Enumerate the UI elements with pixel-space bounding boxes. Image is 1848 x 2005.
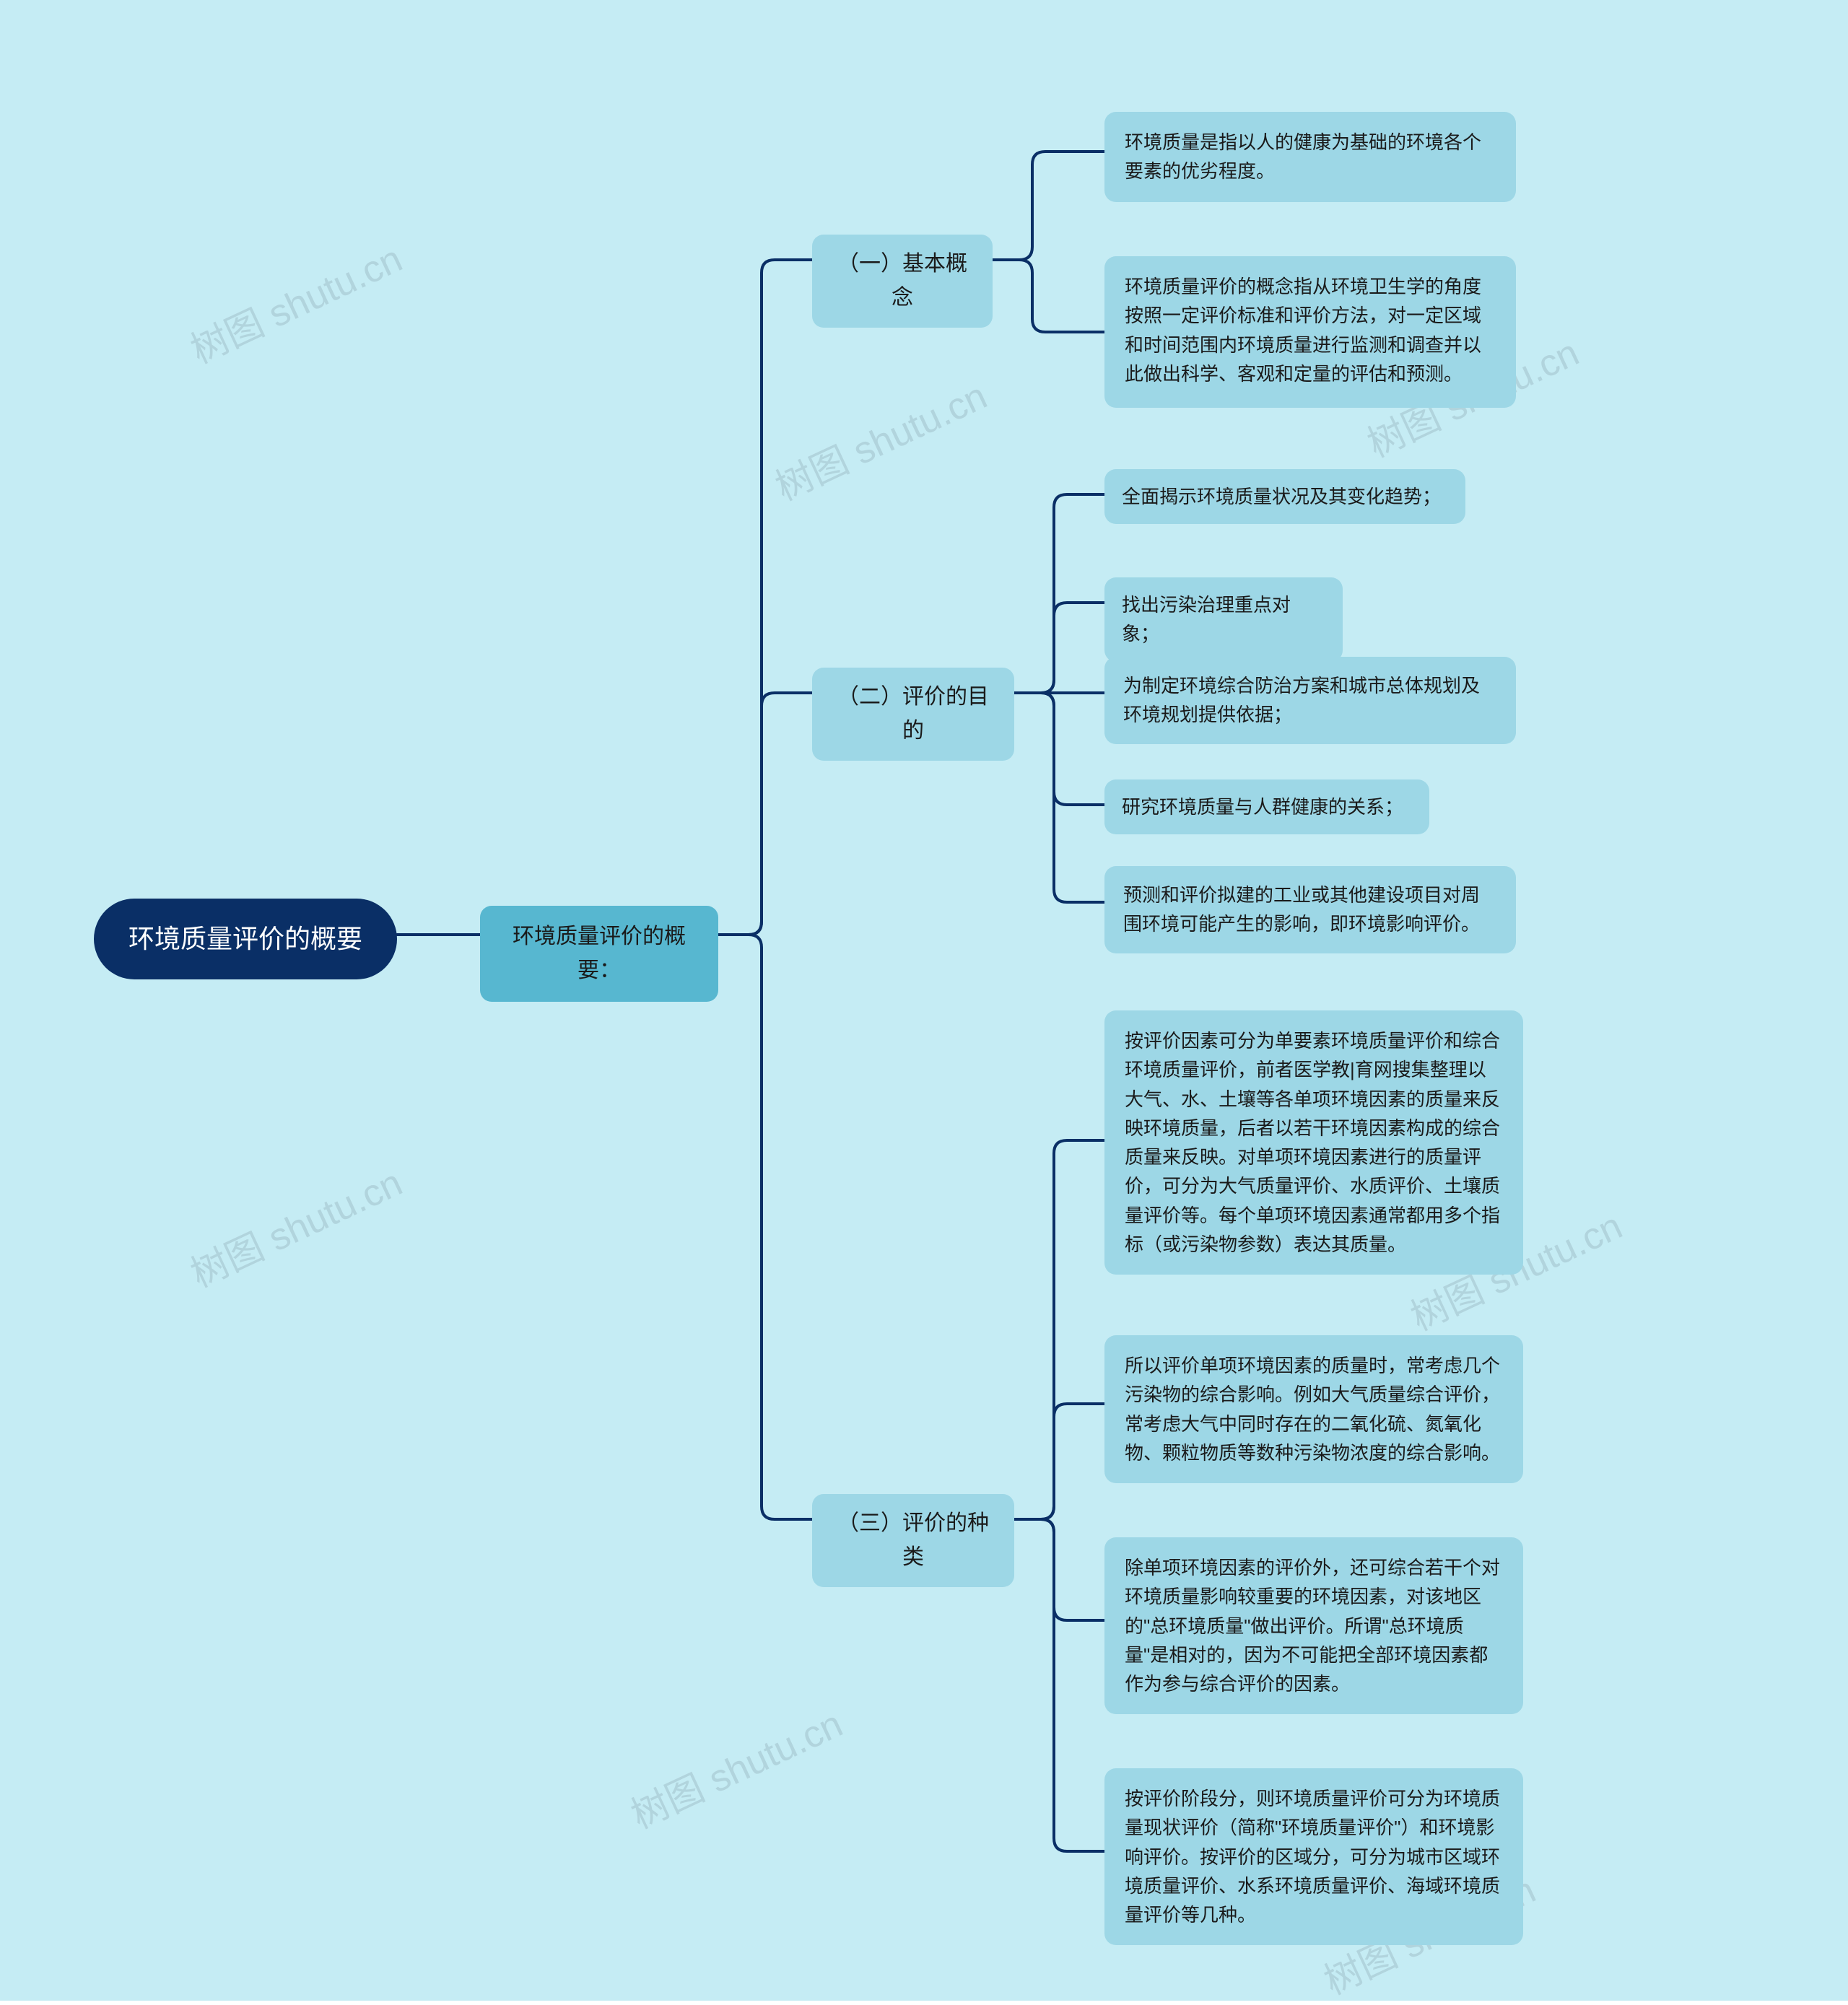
leaf-node-b2-2[interactable]: 为制定环境综合防治方案和城市总体规划及环境规划提供依据； [1104,657,1516,744]
level1-node-text: 环境质量评价的概要： [499,920,699,987]
leaf-node-b1-1-text: 环境质量评价的概念指从环境卫生学的角度按照一定评价标准和评价方法，对一定区域和时… [1125,272,1496,388]
leaf-node-b1-0-text: 环境质量是指以人的健康为基础的环境各个要素的优劣程度。 [1125,128,1496,186]
branch-node-b1-text: （一）基本概念 [829,248,975,315]
leaf-node-b2-4-text: 预测和评价拟建的工业或其他建设项目对周围环境可能产生的影响，即环境影响评价。 [1123,881,1497,939]
leaf-node-b2-3-text: 研究环境质量与人群健康的关系； [1122,792,1412,821]
leaf-node-b2-1-text: 找出污染治理重点对象； [1122,590,1325,649]
leaf-node-b2-4[interactable]: 预测和评价拟建的工业或其他建设项目对周围环境可能产生的影响，即环境影响评价。 [1104,866,1516,953]
root-node[interactable]: 环境质量评价的概要 [94,899,397,979]
branch-node-b2-text: （二）评价的目的 [829,681,997,748]
leaf-node-b2-0[interactable]: 全面揭示环境质量状况及其变化趋势； [1104,469,1465,524]
watermark-text: 树图 shutu.cn [770,375,993,510]
branch-node-b3[interactable]: （三）评价的种类 [812,1494,1014,1587]
watermark: 树图 shutu.cn [621,1694,850,1839]
level1-node[interactable]: 环境质量评价的概要： [480,906,718,1002]
leaf-node-b3-2[interactable]: 除单项环境因素的评价外，还可综合若干个对环境质量影响较重要的环境因素，对该地区的… [1104,1537,1523,1714]
leaf-node-b3-1-text: 所以评价单项环境因素的质量时，常考虑几个污染物的综合影响。例如大气质量综合评价，… [1125,1351,1503,1467]
leaf-node-b3-3-text: 按评价阶段分，则环境质量评价可分为环境质量现状评价（简称"环境质量评价"）和环境… [1125,1784,1503,1929]
leaf-node-b3-1[interactable]: 所以评价单项环境因素的质量时，常考虑几个污染物的综合影响。例如大气质量综合评价，… [1104,1335,1523,1483]
watermark-text: 树图 shutu.cn [185,238,409,372]
watermark: 树图 shutu.cn [180,229,409,374]
watermark-text: 树图 shutu.cn [625,1703,849,1838]
leaf-node-b2-3[interactable]: 研究环境质量与人群健康的关系； [1104,779,1429,834]
watermark-text: 树图 shutu.cn [185,1162,409,1296]
branch-node-b3-text: （三）评价的种类 [829,1507,997,1574]
branch-node-b1[interactable]: （一）基本概念 [812,235,993,328]
mindmap-canvas: 树图 shutu.cn 树图 shutu.cn 树图 shutu.cn 树图 shut… [0,0,1848,2001]
root-node-text: 环境质量评价的概要 [128,919,362,959]
leaf-node-b3-2-text: 除单项环境因素的评价外，还可综合若干个对环境质量影响较重要的环境因素，对该地区的… [1125,1553,1503,1698]
leaf-node-b2-1[interactable]: 找出污染治理重点对象； [1104,577,1343,662]
watermark: 树图 shutu.cn [180,1153,409,1298]
leaf-node-b1-0[interactable]: 环境质量是指以人的健康为基础的环境各个要素的优劣程度。 [1104,112,1516,202]
watermark: 树图 shutu.cn [765,366,994,511]
leaf-node-b2-2-text: 为制定环境综合防治方案和城市总体规划及环境规划提供依据； [1123,671,1497,730]
leaf-node-b3-0[interactable]: 按评价因素可分为单要素环境质量评价和综合环境质量评价，前者医学教|育网搜集整理以… [1104,1010,1523,1275]
leaf-node-b1-1[interactable]: 环境质量评价的概念指从环境卫生学的角度按照一定评价标准和评价方法，对一定区域和时… [1104,256,1516,408]
leaf-node-b3-3[interactable]: 按评价阶段分，则环境质量评价可分为环境质量现状评价（简称"环境质量评价"）和环境… [1104,1768,1523,1945]
branch-node-b2[interactable]: （二）评价的目的 [812,668,1014,761]
leaf-node-b3-0-text: 按评价因素可分为单要素环境质量评价和综合环境质量评价，前者医学教|育网搜集整理以… [1125,1026,1503,1259]
leaf-node-b2-0-text: 全面揭示环境质量状况及其变化趋势； [1122,482,1448,511]
